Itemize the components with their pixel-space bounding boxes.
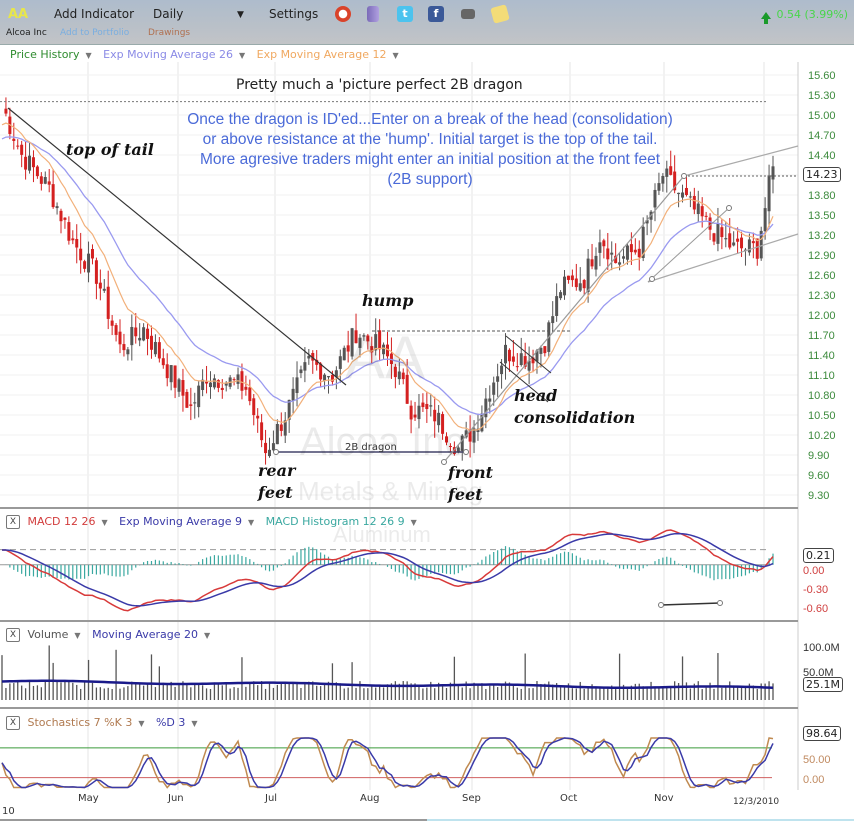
x-axis-label: Jun [168, 793, 184, 804]
svg-text:50.0M: 50.0M [803, 667, 834, 679]
svg-text:50.00: 50.00 [803, 754, 831, 766]
camera-icon[interactable] [461, 9, 475, 19]
svg-text:10.50: 10.50 [808, 410, 836, 422]
svg-text:13.20: 13.20 [808, 230, 836, 242]
svg-text:0.00: 0.00 [803, 774, 824, 786]
drawings-link[interactable]: Drawings [148, 28, 191, 38]
svg-text:13.50: 13.50 [808, 210, 836, 222]
svg-text:Alcoa Inc: Alcoa Inc [300, 420, 465, 464]
svg-text:15.60: 15.60 [808, 70, 836, 82]
volume-legend: X Volume ▼ Moving Average 20 ▼ [6, 628, 218, 642]
price-legend: Price History ▼ Exp Moving Average 26 ▼ Ex… [10, 48, 407, 61]
note-line: More agresive traders might enter an ini… [199, 151, 661, 168]
twitter-icon[interactable]: t [397, 6, 413, 22]
price-change-value: 0.54 (3.99%) [776, 8, 848, 21]
x-axis-label: Nov [654, 793, 674, 804]
svg-text:Aluminum: Aluminum [333, 522, 431, 547]
x-axis-label: May [78, 793, 99, 804]
x-axis-end-date: 12/3/2010 [733, 797, 780, 807]
svg-text:9.90: 9.90 [808, 450, 829, 462]
stoch-value-box: 98.64 [803, 726, 841, 741]
up-arrow-icon [760, 11, 771, 24]
x-axis-label: Jul [265, 793, 278, 804]
svg-text:12.00: 12.00 [808, 310, 836, 322]
alarm-clock-icon[interactable] [335, 6, 351, 22]
legend-stoch-k[interactable]: Stochastics 7 %K 3 ▼ [27, 716, 145, 729]
svg-text:12.60: 12.60 [808, 270, 836, 282]
rear-feet-label: rear feet [258, 461, 296, 502]
period-dropdown-icon[interactable]: ▼ [237, 10, 244, 20]
svg-text:Metals & Mining: Metals & Mining [298, 476, 483, 506]
svg-text:13.80: 13.80 [808, 190, 836, 202]
x-axis-label: Oct [560, 793, 578, 804]
legend-ema-12[interactable]: Exp Moving Average 12 ▼ [256, 48, 399, 61]
note-line: or above resistance at the 'hump'. Initi… [202, 131, 658, 148]
legend-macd-ema[interactable]: Exp Moving Average 9 ▼ [119, 515, 255, 528]
legend-price-history[interactable]: Price History ▼ [10, 48, 92, 61]
svg-text:14.40: 14.40 [808, 150, 836, 162]
svg-text:-0.30: -0.30 [803, 584, 828, 596]
close-stoch-icon[interactable]: X [6, 716, 20, 730]
strategy-note: Once the dragon is ID'ed...Enter on a br… [150, 110, 710, 190]
note-line: Once the dragon is ID'ed...Enter on a br… [187, 111, 673, 128]
macd-value-box: 0.21 [803, 548, 834, 563]
macd-legend: X MACD 12 26 ▼ Exp Moving Average 9 ▼ MACD… [6, 515, 425, 529]
panel-divider[interactable] [0, 707, 798, 709]
stoch-legend: X Stochastics 7 %K 3 ▼ %D 3 ▼ [6, 716, 206, 730]
chart-title-annotation: Pretty much a 'picture perfect 2B dragon [236, 77, 523, 93]
add-to-portfolio-link[interactable]: Add to Portfolio [60, 28, 130, 38]
svg-text:AA: AA [345, 324, 425, 391]
hump-label: hump [362, 291, 414, 310]
close-volume-icon[interactable]: X [6, 628, 20, 642]
svg-text:11.70: 11.70 [808, 330, 835, 342]
legend-macd[interactable]: MACD 12 26 ▼ [27, 515, 108, 528]
svg-text:0.00: 0.00 [803, 565, 824, 577]
legend-stoch-d[interactable]: %D 3 ▼ [155, 716, 198, 729]
svg-text:14.70: 14.70 [808, 130, 836, 142]
x-axis-label: Sep [462, 793, 481, 804]
add-indicator-button[interactable]: Add Indicator [54, 7, 135, 21]
close-macd-icon[interactable]: X [6, 515, 20, 529]
price-change: 0.54 (3.99%) [760, 8, 848, 24]
settings-button[interactable]: Settings [269, 7, 319, 21]
legend-macd-hist[interactable]: MACD Histogram 12 26 9 ▼ [265, 515, 417, 528]
svg-text:12.90: 12.90 [808, 250, 836, 262]
panel-divider[interactable] [0, 507, 798, 509]
company-name: Alcoa Inc [6, 28, 47, 38]
facebook-icon[interactable]: f [428, 6, 444, 22]
legend-volume-ma[interactable]: Moving Average 20 ▼ [92, 628, 211, 641]
book-icon[interactable] [367, 6, 379, 22]
svg-text:12.30: 12.30 [808, 290, 836, 302]
legend-volume[interactable]: Volume ▼ [27, 628, 81, 641]
front-feet-label: front feet [448, 463, 494, 504]
horizontal-scrollbar[interactable] [0, 819, 854, 821]
x-axis-year: 10 [2, 806, 15, 817]
top-of-tail-label: top of tail [66, 140, 154, 159]
svg-text:10.80: 10.80 [808, 390, 836, 402]
note-line: (2B support) [387, 171, 473, 188]
svg-text:9.30: 9.30 [808, 490, 829, 502]
period-select[interactable]: Daily [153, 7, 184, 21]
svg-text:15.00: 15.00 [808, 110, 836, 122]
head-consolidation-label: head consolidation [514, 386, 636, 427]
panel-divider[interactable] [0, 620, 798, 622]
toolbar: AA Add Indicator Daily ▼ Settings t f 0.… [0, 0, 854, 45]
last-price-box: 14.23 [803, 167, 841, 182]
svg-text:9.60: 9.60 [808, 470, 829, 482]
ticker-symbol[interactable]: AA [8, 7, 29, 22]
svg-text:100.0M: 100.0M [803, 642, 840, 654]
svg-text:11.40: 11.40 [808, 350, 835, 362]
svg-text:11.10: 11.10 [808, 370, 835, 382]
volume-value-box: 25.1M [803, 677, 843, 692]
svg-text:10.20: 10.20 [808, 430, 836, 442]
x-axis-label: Aug [360, 793, 380, 804]
legend-ema-26[interactable]: Exp Moving Average 26 ▼ [103, 48, 246, 61]
dragon-line-label: 2B dragon [345, 442, 397, 453]
svg-text:-0.60: -0.60 [803, 603, 828, 615]
svg-text:15.30: 15.30 [808, 90, 836, 102]
